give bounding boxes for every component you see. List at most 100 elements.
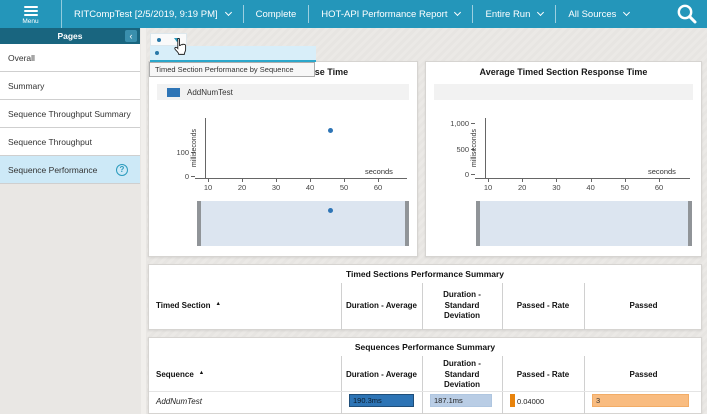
main-content: Timed Section Response Time AddNumTest 1… [147, 28, 707, 414]
column-divider [584, 356, 585, 414]
y-axis-title: milliseconds [471, 128, 478, 168]
range-handle-left[interactable] [476, 201, 480, 246]
sidebar-item-sequence-throughput[interactable]: Sequence Throughput [0, 128, 140, 156]
topbar-divider [472, 5, 474, 23]
column-divider [502, 356, 503, 414]
x-tick-label: 50 [339, 183, 349, 192]
column-header-duration-standard-deviation[interactable]: Duration - Standard Deviation [426, 285, 498, 327]
menu-button[interactable]: Menu [0, 0, 62, 28]
top-bar: Menu RITCompTest [2/5/2019, 9:19 PM] Com… [0, 0, 707, 28]
range-selector-dropdown[interactable]: Entire Run [473, 0, 555, 28]
column-header-duration-average[interactable]: Duration - Average [345, 285, 418, 327]
y-tick-label: 1,000 [450, 119, 469, 128]
table-title: Timed Sections Performance Summary [345, 269, 505, 279]
sidebar-item-sequence-performance[interactable]: Sequence Performance? [0, 156, 140, 184]
topbar-divider [308, 5, 310, 23]
range-handle-right[interactable] [688, 201, 692, 246]
x-tick-label: 30 [552, 183, 561, 192]
chart-panel-timed-section-response-time: Timed Section Response Time AddNumTest 1… [148, 61, 418, 257]
chevron-down-icon [623, 8, 631, 17]
menu-label: Menu [22, 17, 39, 25]
sidebar-item-sequence-throughput-summary[interactable]: Sequence Throughput Summary [0, 100, 140, 128]
column-header-passed[interactable]: Passed [588, 358, 699, 392]
sources-selector-dropdown[interactable]: All Sources [556, 0, 641, 28]
x-tick-mark [522, 179, 524, 182]
data-point[interactable] [327, 127, 333, 133]
x-tick-mark [590, 179, 592, 182]
column-header-label: Passed [629, 369, 658, 379]
column-header-passed-rate[interactable]: Passed - Rate [506, 285, 580, 327]
x-tick-label: 10 [203, 183, 213, 192]
range-selector[interactable] [197, 201, 409, 246]
x-tick-label: 20 [237, 183, 247, 192]
sidebar-item-summary[interactable]: Summary [0, 72, 140, 100]
topbar-divider [555, 5, 557, 23]
sidebar-item-label: Sequence Throughput Summary [8, 108, 131, 119]
sidebar-item-label: Sequence Performance [8, 164, 98, 175]
column-header-label: Duration - Average [346, 369, 417, 379]
column-header-passed-rate[interactable]: Passed - Rate [506, 358, 580, 392]
column-header-duration-standard-deviation[interactable]: Duration - Standard Deviation [426, 358, 498, 392]
x-tick-label: 60 [373, 183, 383, 192]
column-header-label: Duration - Standard Deviation [443, 359, 481, 390]
column-header-timed-section[interactable]: Timed Section ▲ [156, 285, 334, 327]
x-tick-mark [208, 179, 209, 182]
collapse-sidebar-button[interactable]: ‹ [125, 30, 137, 42]
column-divider [422, 283, 423, 330]
hamburger-icon [23, 5, 38, 16]
range-handle-left[interactable] [197, 201, 201, 246]
column-divider [584, 283, 585, 330]
x-tick-label: 20 [518, 183, 527, 192]
cell-bar [510, 394, 515, 407]
column-header-label: Duration - Average [346, 300, 417, 310]
column-header-duration-average[interactable]: Duration - Average [345, 358, 418, 392]
y-tick-mark [471, 123, 475, 124]
range-data-point [327, 208, 333, 213]
sources-selector-label: All Sources [568, 8, 617, 20]
cell-value: 0.04000 [517, 397, 545, 406]
sequences-performance-summary-table: Sequences Performance Summary Sequence ▲ D… [148, 337, 702, 414]
mouse-cursor-hand-icon [172, 37, 189, 62]
sort-ascending-icon: ▲ [215, 301, 221, 308]
x-tick-label: 60 [654, 183, 664, 192]
dropdown-arrow-icon [173, 37, 180, 42]
chevron-down-icon [454, 8, 462, 17]
column-header-sequence[interactable]: Sequence ▲ [156, 358, 334, 392]
x-tick-mark [310, 179, 311, 182]
x-tick-label: 40 [586, 183, 595, 192]
sidebar-item-overall[interactable]: Overall [0, 44, 140, 72]
column-divider [341, 356, 342, 414]
y-axis [485, 118, 486, 178]
y-tick-mark [471, 148, 475, 150]
report-selector-dropdown[interactable]: HOT-API Performance Report [309, 0, 472, 28]
search-icon[interactable] [676, 3, 698, 25]
x-axis [195, 178, 407, 179]
sort-ascending-icon: ▲ [198, 370, 205, 377]
content-scrollbar[interactable] [141, 28, 146, 414]
y-tick-label: 0 [184, 172, 189, 181]
help-icon[interactable]: ? [116, 163, 128, 176]
x-tick-mark [378, 179, 379, 182]
x-tick-mark [624, 179, 626, 182]
column-header-label: Duration - Standard Deviation [443, 290, 481, 321]
legend-swatch [167, 87, 180, 97]
row-name: AddNumTest [156, 397, 202, 406]
column-header-label: Passed - Rate [516, 369, 570, 379]
run-selector-dropdown[interactable]: RITCompTest [2/5/2019, 9:19 PM] [62, 0, 243, 28]
column-header-label: Passed [629, 300, 658, 310]
status-label: Complete [255, 8, 297, 20]
sidebar: Pages ‹ Overall Summary Sequence Throughpu… [0, 28, 140, 414]
chart-title: Average Timed Section Response Time [479, 67, 648, 77]
y-tick-label: 0 [464, 170, 469, 179]
range-selector[interactable] [476, 201, 692, 246]
range-selector-label: Entire Run [485, 8, 531, 20]
legend-label: AddNumTest [187, 87, 233, 97]
pages-header: Pages ‹ [0, 28, 140, 44]
widget-dropdown-open[interactable] [150, 46, 316, 62]
column-header-passed[interactable]: Passed [588, 285, 699, 327]
sidebar-item-label: Sequence Throughput [8, 136, 92, 147]
timed-sections-performance-summary-table: Timed Sections Performance Summary Timed… [148, 264, 702, 330]
column-divider [502, 283, 503, 330]
range-handle-right[interactable] [405, 201, 409, 246]
y-tick-mark [191, 176, 195, 177]
